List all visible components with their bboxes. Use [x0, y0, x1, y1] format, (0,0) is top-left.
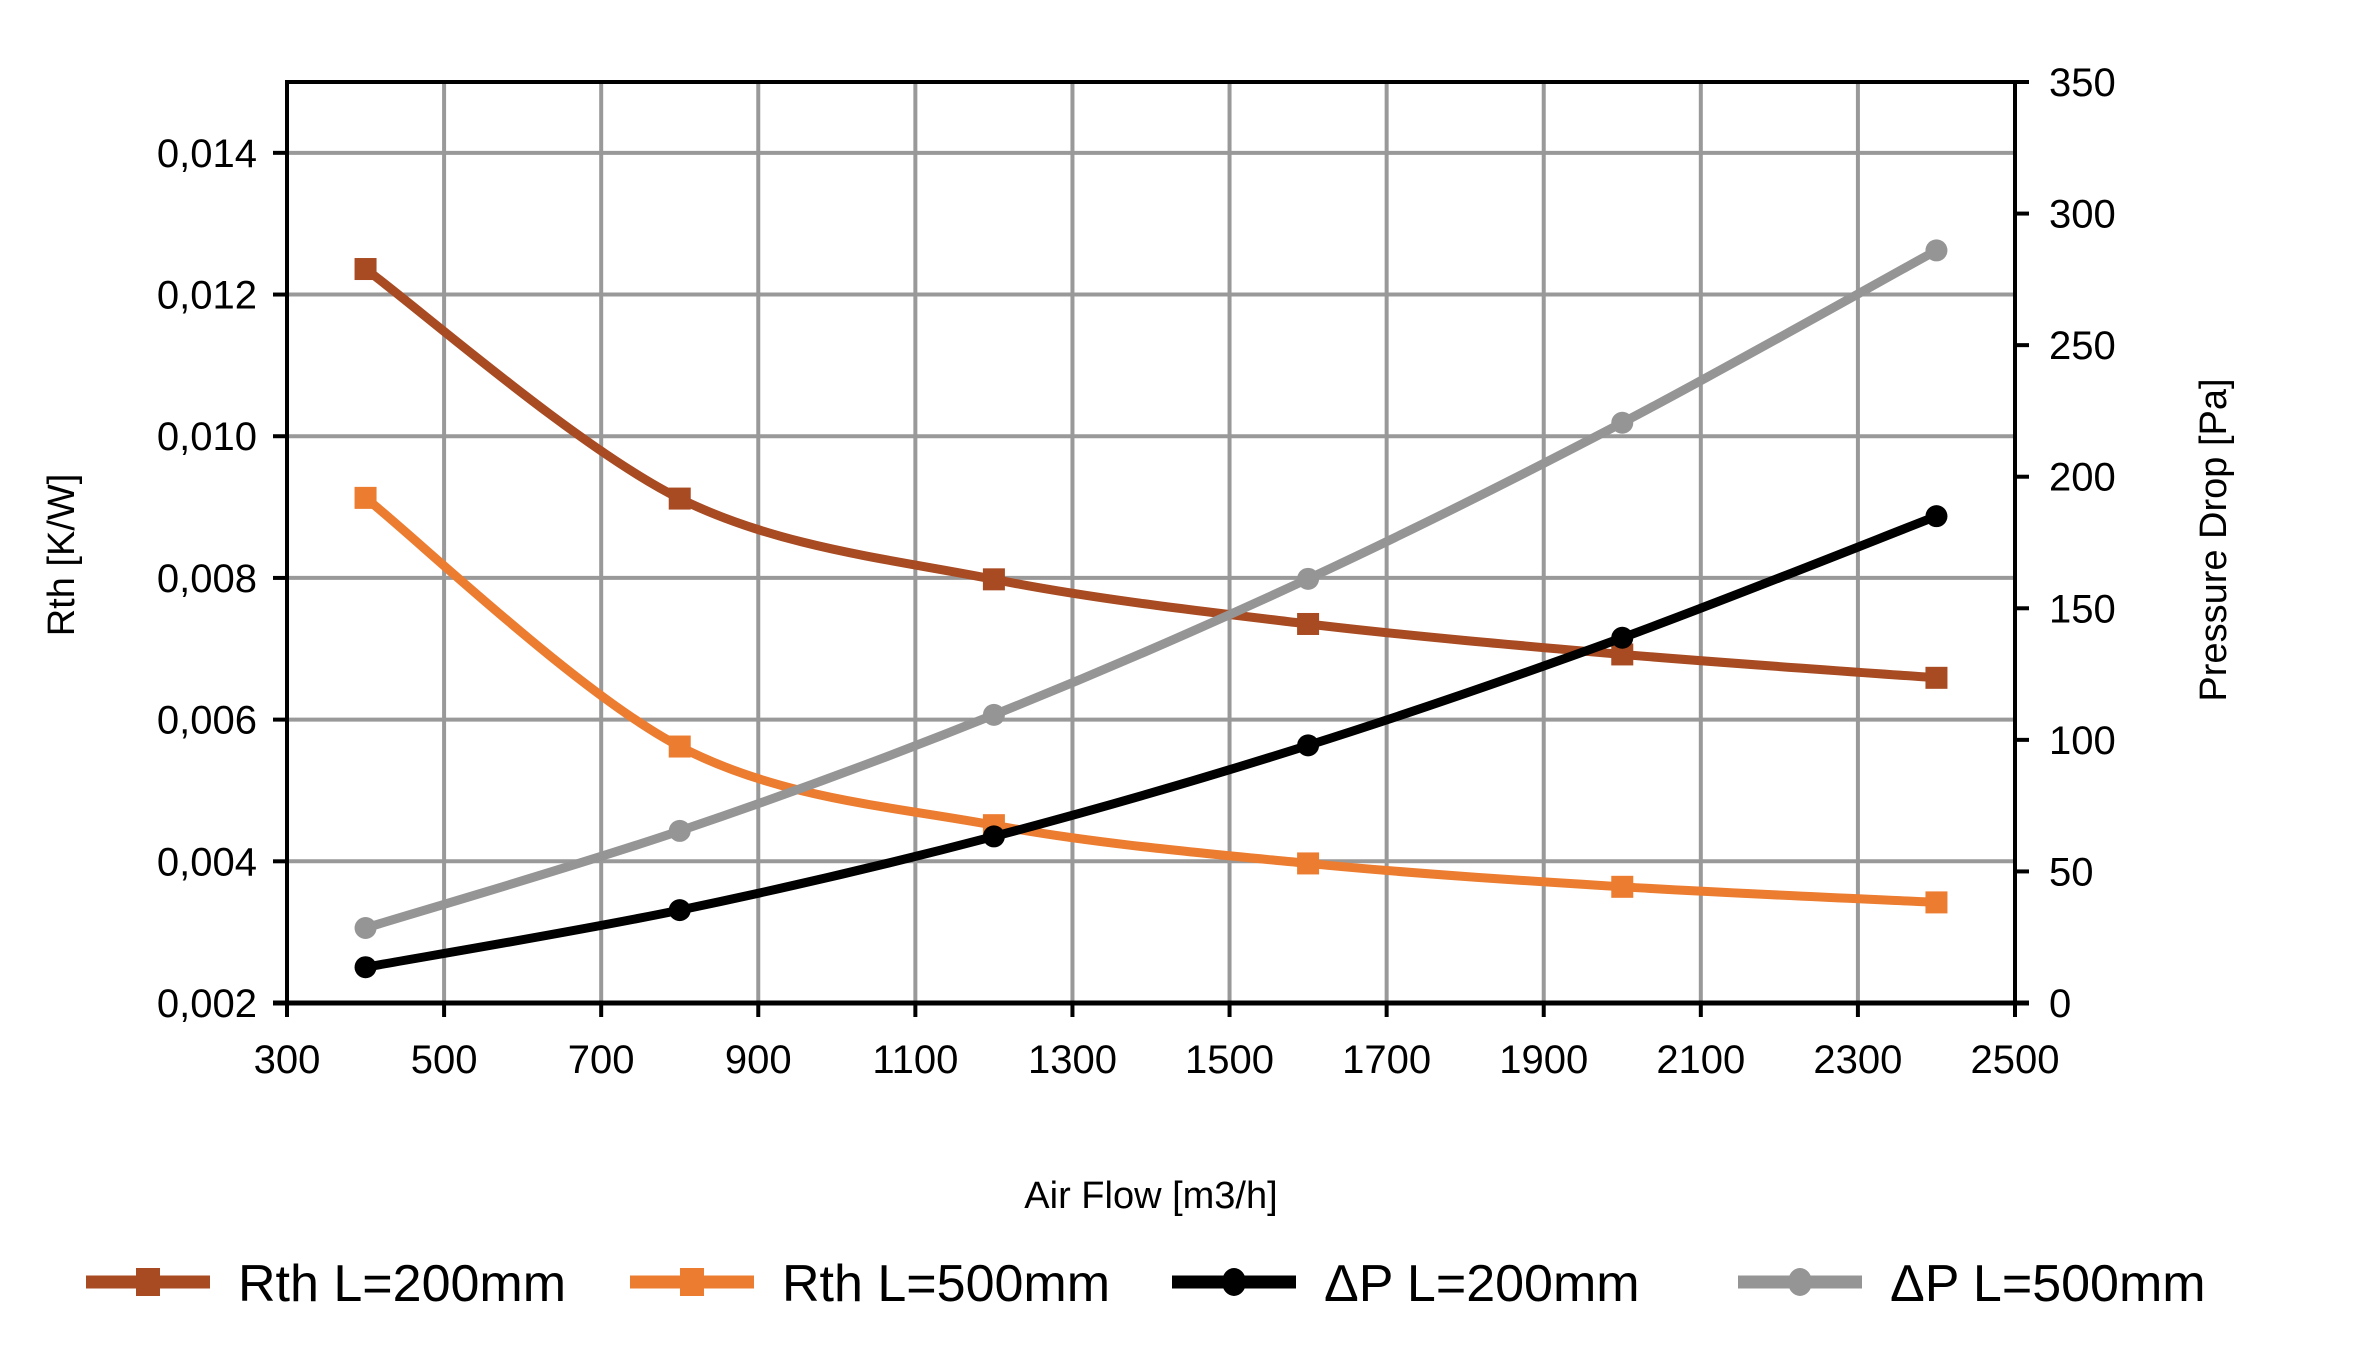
data-point: [1925, 239, 1948, 262]
y2-tick-label: 0: [2049, 982, 2071, 1026]
data-point: [1925, 666, 1948, 689]
y-tick-label: 0,004: [157, 840, 257, 884]
legend-label: Rth L=200mm: [238, 1255, 566, 1313]
data-point: [982, 703, 1005, 726]
data-point: [668, 735, 691, 758]
y2-tick-label: 300: [2049, 193, 2116, 237]
data-point: [668, 487, 691, 510]
series-line: [362, 265, 1937, 683]
series-3: [354, 239, 1948, 940]
data-point: [1297, 612, 1320, 635]
legend-item: Rth L=500mm: [630, 1255, 1110, 1313]
data-point: [668, 899, 691, 922]
y2-tick-label: 150: [2049, 587, 2116, 631]
x-tick-label: 700: [568, 1038, 635, 1082]
legend-square-marker-icon: [136, 1268, 160, 1296]
data-point: [354, 486, 377, 509]
y2-tick-label: 100: [2049, 719, 2116, 763]
y-tick-label: 0,010: [157, 415, 257, 459]
legend: Rth L=200mm Rth L=500mm ΔP L=200mm ΔP L=500…: [86, 1255, 2206, 1313]
legend-item: ΔP L=200mm: [1172, 1255, 1640, 1313]
data-point: [1297, 734, 1320, 757]
data-point: [354, 258, 377, 281]
x-tick-label: 2100: [1656, 1038, 1745, 1082]
y2-tick-label: 250: [2049, 324, 2116, 368]
data-point: [1611, 875, 1634, 898]
data-point: [982, 568, 1005, 591]
y2-tick-label: 350: [2049, 61, 2116, 105]
x-tick-label: 900: [725, 1038, 792, 1082]
legend-label: ΔP L=500mm: [1890, 1255, 2206, 1313]
x-axis-title: Air Flow [m3/h]: [1024, 1175, 1277, 1217]
data-point: [1611, 411, 1634, 434]
grid: [287, 82, 2015, 1003]
series-1: [354, 486, 1948, 914]
x-tick-label: 1500: [1185, 1038, 1274, 1082]
tick-labels: 300 500 700 900 1100 1300 1500 1700 1900 2100 2300…: [157, 61, 2116, 1082]
x-tick-label: 1700: [1342, 1038, 1431, 1082]
x-tick-label: 500: [411, 1038, 478, 1082]
data-point: [1611, 643, 1634, 666]
y-tick-label: 0,014: [157, 132, 257, 176]
legend-label: Rth L=500mm: [782, 1255, 1110, 1313]
x-tick-label: 2300: [1813, 1038, 1902, 1082]
x-tick-label: 1900: [1499, 1038, 1588, 1082]
x-tick-label: 2500: [1971, 1038, 2060, 1082]
x-tick-label: 300: [254, 1038, 321, 1082]
data-point: [668, 819, 691, 842]
legend-circle-marker-icon: [1788, 1268, 1812, 1296]
legend-item: Rth L=200mm: [86, 1255, 566, 1313]
data-point: [354, 917, 377, 940]
legend-label: ΔP L=200mm: [1324, 1255, 1640, 1313]
series-0: [354, 258, 1948, 689]
data-point: [1925, 505, 1948, 528]
legend-square-marker-icon: [680, 1268, 704, 1296]
y-tick-label: 0,002: [157, 982, 257, 1026]
data-point: [982, 825, 1005, 848]
y-tick-label: 0,008: [157, 557, 257, 601]
series-layer: [354, 239, 1948, 979]
x-tick-label: 1300: [1028, 1038, 1117, 1082]
data-point: [1925, 891, 1948, 914]
axes: [273, 80, 2029, 1017]
legend-item: ΔP L=500mm: [1738, 1255, 2206, 1313]
series-2: [354, 505, 1948, 979]
data-point: [1611, 626, 1634, 649]
data-point: [1297, 567, 1320, 590]
series-line: [364, 246, 1939, 933]
y2-tick-label: 200: [2049, 456, 2116, 500]
x-tick-label: 1100: [872, 1038, 958, 1082]
y-tick-label: 0,006: [157, 699, 257, 743]
data-point: [1297, 852, 1320, 875]
legend-circle-marker-icon: [1222, 1268, 1246, 1296]
y2-axis-title: Pressure Drop [Pa]: [2193, 378, 2235, 701]
y-tick-label: 0,012: [157, 274, 257, 318]
series-line: [362, 494, 1937, 907]
series-line: [364, 511, 1939, 972]
y2-tick-label: 50: [2049, 850, 2094, 894]
y-axis-title: Rth [K/W]: [41, 474, 83, 637]
data-point: [354, 956, 377, 979]
